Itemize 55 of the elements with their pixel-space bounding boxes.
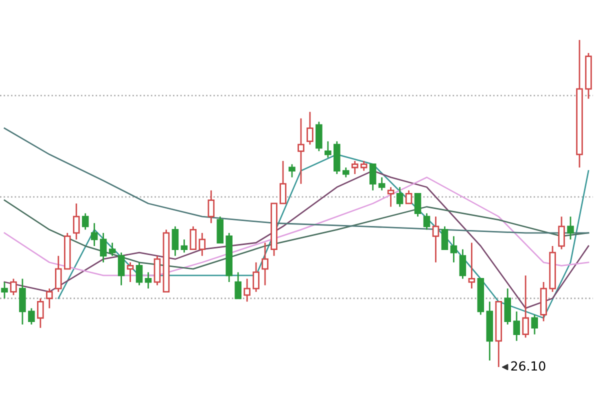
candlestick	[244, 278, 250, 302]
candlestick	[306, 111, 314, 146]
candlestick	[90, 222, 98, 247]
annotation: 26.10	[511, 361, 546, 371]
candlestick	[118, 252, 125, 286]
candlestick	[28, 307, 35, 326]
candlestick	[190, 226, 197, 250]
candlestick	[414, 192, 422, 218]
candlestick	[360, 160, 368, 172]
candlestick	[567, 216, 574, 240]
candlestick	[342, 166, 350, 178]
candlestick	[46, 288, 53, 309]
candlestick	[423, 212, 430, 230]
candlestick	[468, 242, 476, 290]
candlestick	[378, 176, 386, 192]
candlestick	[100, 232, 107, 264]
candlestick	[37, 298, 44, 329]
candlestick	[262, 242, 268, 286]
candlestick	[316, 121, 322, 152]
candlestick	[405, 190, 412, 204]
candlestick	[108, 242, 116, 257]
candlestick	[136, 262, 143, 286]
candlestick	[252, 262, 260, 293]
candlestick	[288, 164, 296, 178]
candlestick	[450, 236, 458, 264]
candlestick	[459, 248, 466, 280]
candlestick	[369, 164, 376, 192]
candlestick	[144, 272, 152, 290]
candlestick	[441, 226, 448, 250]
candlestick	[432, 216, 440, 264]
candlestick	[82, 212, 89, 230]
candlestick	[10, 278, 17, 296]
candlestick	[513, 310, 520, 342]
candlestick	[558, 216, 565, 250]
candlestick	[208, 190, 215, 224]
candlestick	[396, 186, 404, 208]
candlestick	[55, 255, 62, 293]
candlestick	[351, 160, 358, 175]
candlestick	[154, 255, 161, 286]
candlestick	[19, 278, 26, 326]
candlestick	[280, 160, 286, 204]
candlestick	[180, 238, 188, 254]
candlestick	[198, 232, 206, 257]
candlestick	[324, 140, 332, 158]
candlestick	[522, 274, 529, 338]
candlestick	[387, 186, 394, 208]
candlestick	[1, 281, 8, 300]
candlestick	[172, 226, 179, 257]
candlestick	[504, 288, 512, 326]
candlestick	[531, 314, 538, 336]
candlestick	[126, 262, 134, 283]
candlestick	[216, 216, 224, 244]
candlestick	[298, 118, 304, 185]
candlestick	[234, 272, 242, 300]
candlestick	[72, 202, 80, 240]
